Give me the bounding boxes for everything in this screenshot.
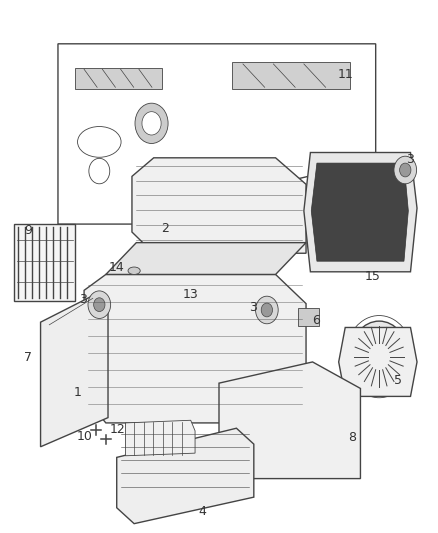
Text: 2: 2 <box>161 222 169 235</box>
Text: 3: 3 <box>249 301 257 314</box>
Bar <box>298 308 319 326</box>
Text: 6: 6 <box>312 314 320 327</box>
Bar <box>14 224 75 301</box>
Polygon shape <box>219 362 360 479</box>
Ellipse shape <box>78 126 121 157</box>
Circle shape <box>88 291 111 318</box>
Circle shape <box>142 112 161 135</box>
Circle shape <box>368 343 391 370</box>
Polygon shape <box>339 327 417 397</box>
Circle shape <box>350 321 408 392</box>
Polygon shape <box>125 420 195 456</box>
Text: 3: 3 <box>406 153 414 166</box>
Text: 1: 1 <box>74 386 81 399</box>
Circle shape <box>89 158 110 184</box>
Polygon shape <box>117 428 254 523</box>
Polygon shape <box>132 158 306 253</box>
Circle shape <box>394 156 417 184</box>
Text: 4: 4 <box>198 505 206 518</box>
Text: 8: 8 <box>348 431 356 444</box>
Circle shape <box>255 296 278 324</box>
Text: 13: 13 <box>183 288 198 301</box>
Text: 3: 3 <box>79 293 87 306</box>
Text: 9: 9 <box>25 224 32 237</box>
Polygon shape <box>58 44 376 224</box>
Text: 5: 5 <box>394 374 403 387</box>
Polygon shape <box>311 163 408 261</box>
Circle shape <box>94 298 105 312</box>
Polygon shape <box>232 62 350 89</box>
Text: 15: 15 <box>364 270 380 282</box>
Circle shape <box>261 303 272 317</box>
Circle shape <box>399 163 411 177</box>
Text: 12: 12 <box>110 423 126 437</box>
Circle shape <box>135 103 168 143</box>
Polygon shape <box>304 152 417 272</box>
Ellipse shape <box>128 267 140 274</box>
Polygon shape <box>41 296 108 447</box>
Text: 11: 11 <box>337 68 353 81</box>
Polygon shape <box>106 243 306 274</box>
Text: 10: 10 <box>77 430 93 443</box>
Polygon shape <box>84 274 306 423</box>
Text: 7: 7 <box>25 351 32 364</box>
Polygon shape <box>75 68 162 89</box>
Text: 14: 14 <box>109 261 124 274</box>
